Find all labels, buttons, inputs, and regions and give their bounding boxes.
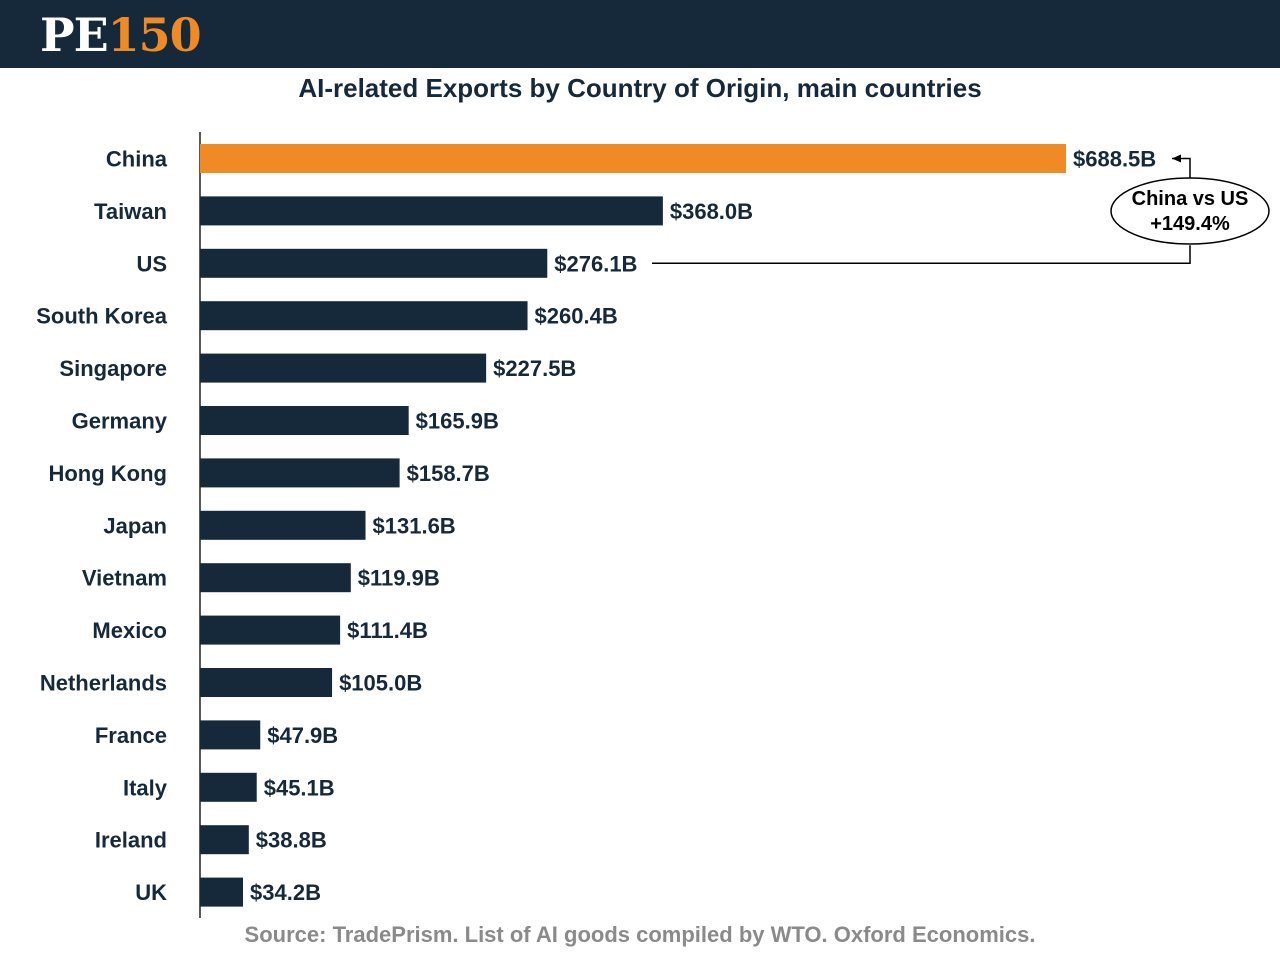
- category-label-china: China: [106, 147, 168, 172]
- category-label-ireland: Ireland: [95, 828, 167, 853]
- annotation-line1: China vs US: [1132, 188, 1249, 210]
- bar-south-korea: [200, 301, 528, 331]
- category-label-japan: Japan: [103, 513, 167, 538]
- value-label-china: $688.5B: [1073, 147, 1156, 172]
- category-label-us: US: [136, 251, 167, 276]
- bar-france: [200, 720, 261, 750]
- value-label-ireland: $38.8B: [256, 828, 327, 853]
- value-label-france: $47.9B: [267, 723, 338, 748]
- value-label-japan: $131.6B: [373, 513, 456, 538]
- source-note: Source: TradePrism. List of AI goods com…: [244, 922, 1036, 947]
- value-label-uk: $34.2B: [250, 880, 321, 905]
- bar-germany: [200, 406, 409, 435]
- bar-netherlands: [200, 668, 333, 697]
- header-bar: PE150: [0, 0, 1280, 68]
- logo-150: 150: [107, 8, 202, 62]
- category-label-germany: Germany: [72, 409, 168, 434]
- annotation-bubble: [1110, 177, 1270, 245]
- category-label-hong-kong: Hong Kong: [48, 461, 167, 486]
- bar-vietnam: [200, 563, 351, 593]
- bar-japan: [200, 510, 366, 540]
- category-label-singapore: Singapore: [59, 356, 167, 381]
- bar-uk: [200, 877, 244, 907]
- value-label-vietnam: $119.9B: [358, 566, 440, 591]
- value-label-us: $276.1B: [554, 251, 637, 276]
- bar-italy: [200, 772, 257, 802]
- value-label-singapore: $227.5B: [493, 356, 576, 381]
- category-label-france: France: [95, 723, 167, 748]
- category-label-mexico: Mexico: [92, 618, 167, 643]
- value-label-taiwan: $368.0B: [670, 199, 753, 224]
- category-label-uk: UK: [135, 880, 167, 905]
- bar-taiwan: [200, 196, 663, 226]
- bar-us: [200, 248, 548, 278]
- category-label-taiwan: Taiwan: [94, 199, 167, 224]
- pe150-logo: PE150: [40, 8, 202, 62]
- annotation-arrow: [1172, 154, 1191, 183]
- value-label-italy: $45.1B: [264, 775, 335, 800]
- annotation-connector-line: [652, 245, 1191, 265]
- category-label-netherlands: Netherlands: [40, 671, 167, 696]
- bar-china: [200, 144, 1066, 173]
- bar-hong-kong: [200, 458, 400, 488]
- value-label-germany: $165.9B: [416, 409, 499, 434]
- category-label-vietnam: Vietnam: [82, 566, 167, 591]
- logo-pe: PE: [40, 8, 109, 62]
- annotation-line2: +149.4%: [1150, 213, 1230, 235]
- value-label-south-korea: $260.4B: [535, 304, 618, 329]
- bar-singapore: [200, 353, 487, 383]
- bar-ireland: [200, 825, 249, 855]
- value-label-mexico: $111.4B: [347, 618, 428, 643]
- bar-mexico: [200, 615, 341, 645]
- category-label-south-korea: South Korea: [36, 304, 168, 329]
- value-label-netherlands: $105.0B: [339, 671, 422, 696]
- chart-title: AI-related Exports by Country of Origin,…: [298, 73, 982, 103]
- value-label-hong-kong: $158.7B: [407, 461, 490, 486]
- category-label-italy: Italy: [123, 775, 168, 800]
